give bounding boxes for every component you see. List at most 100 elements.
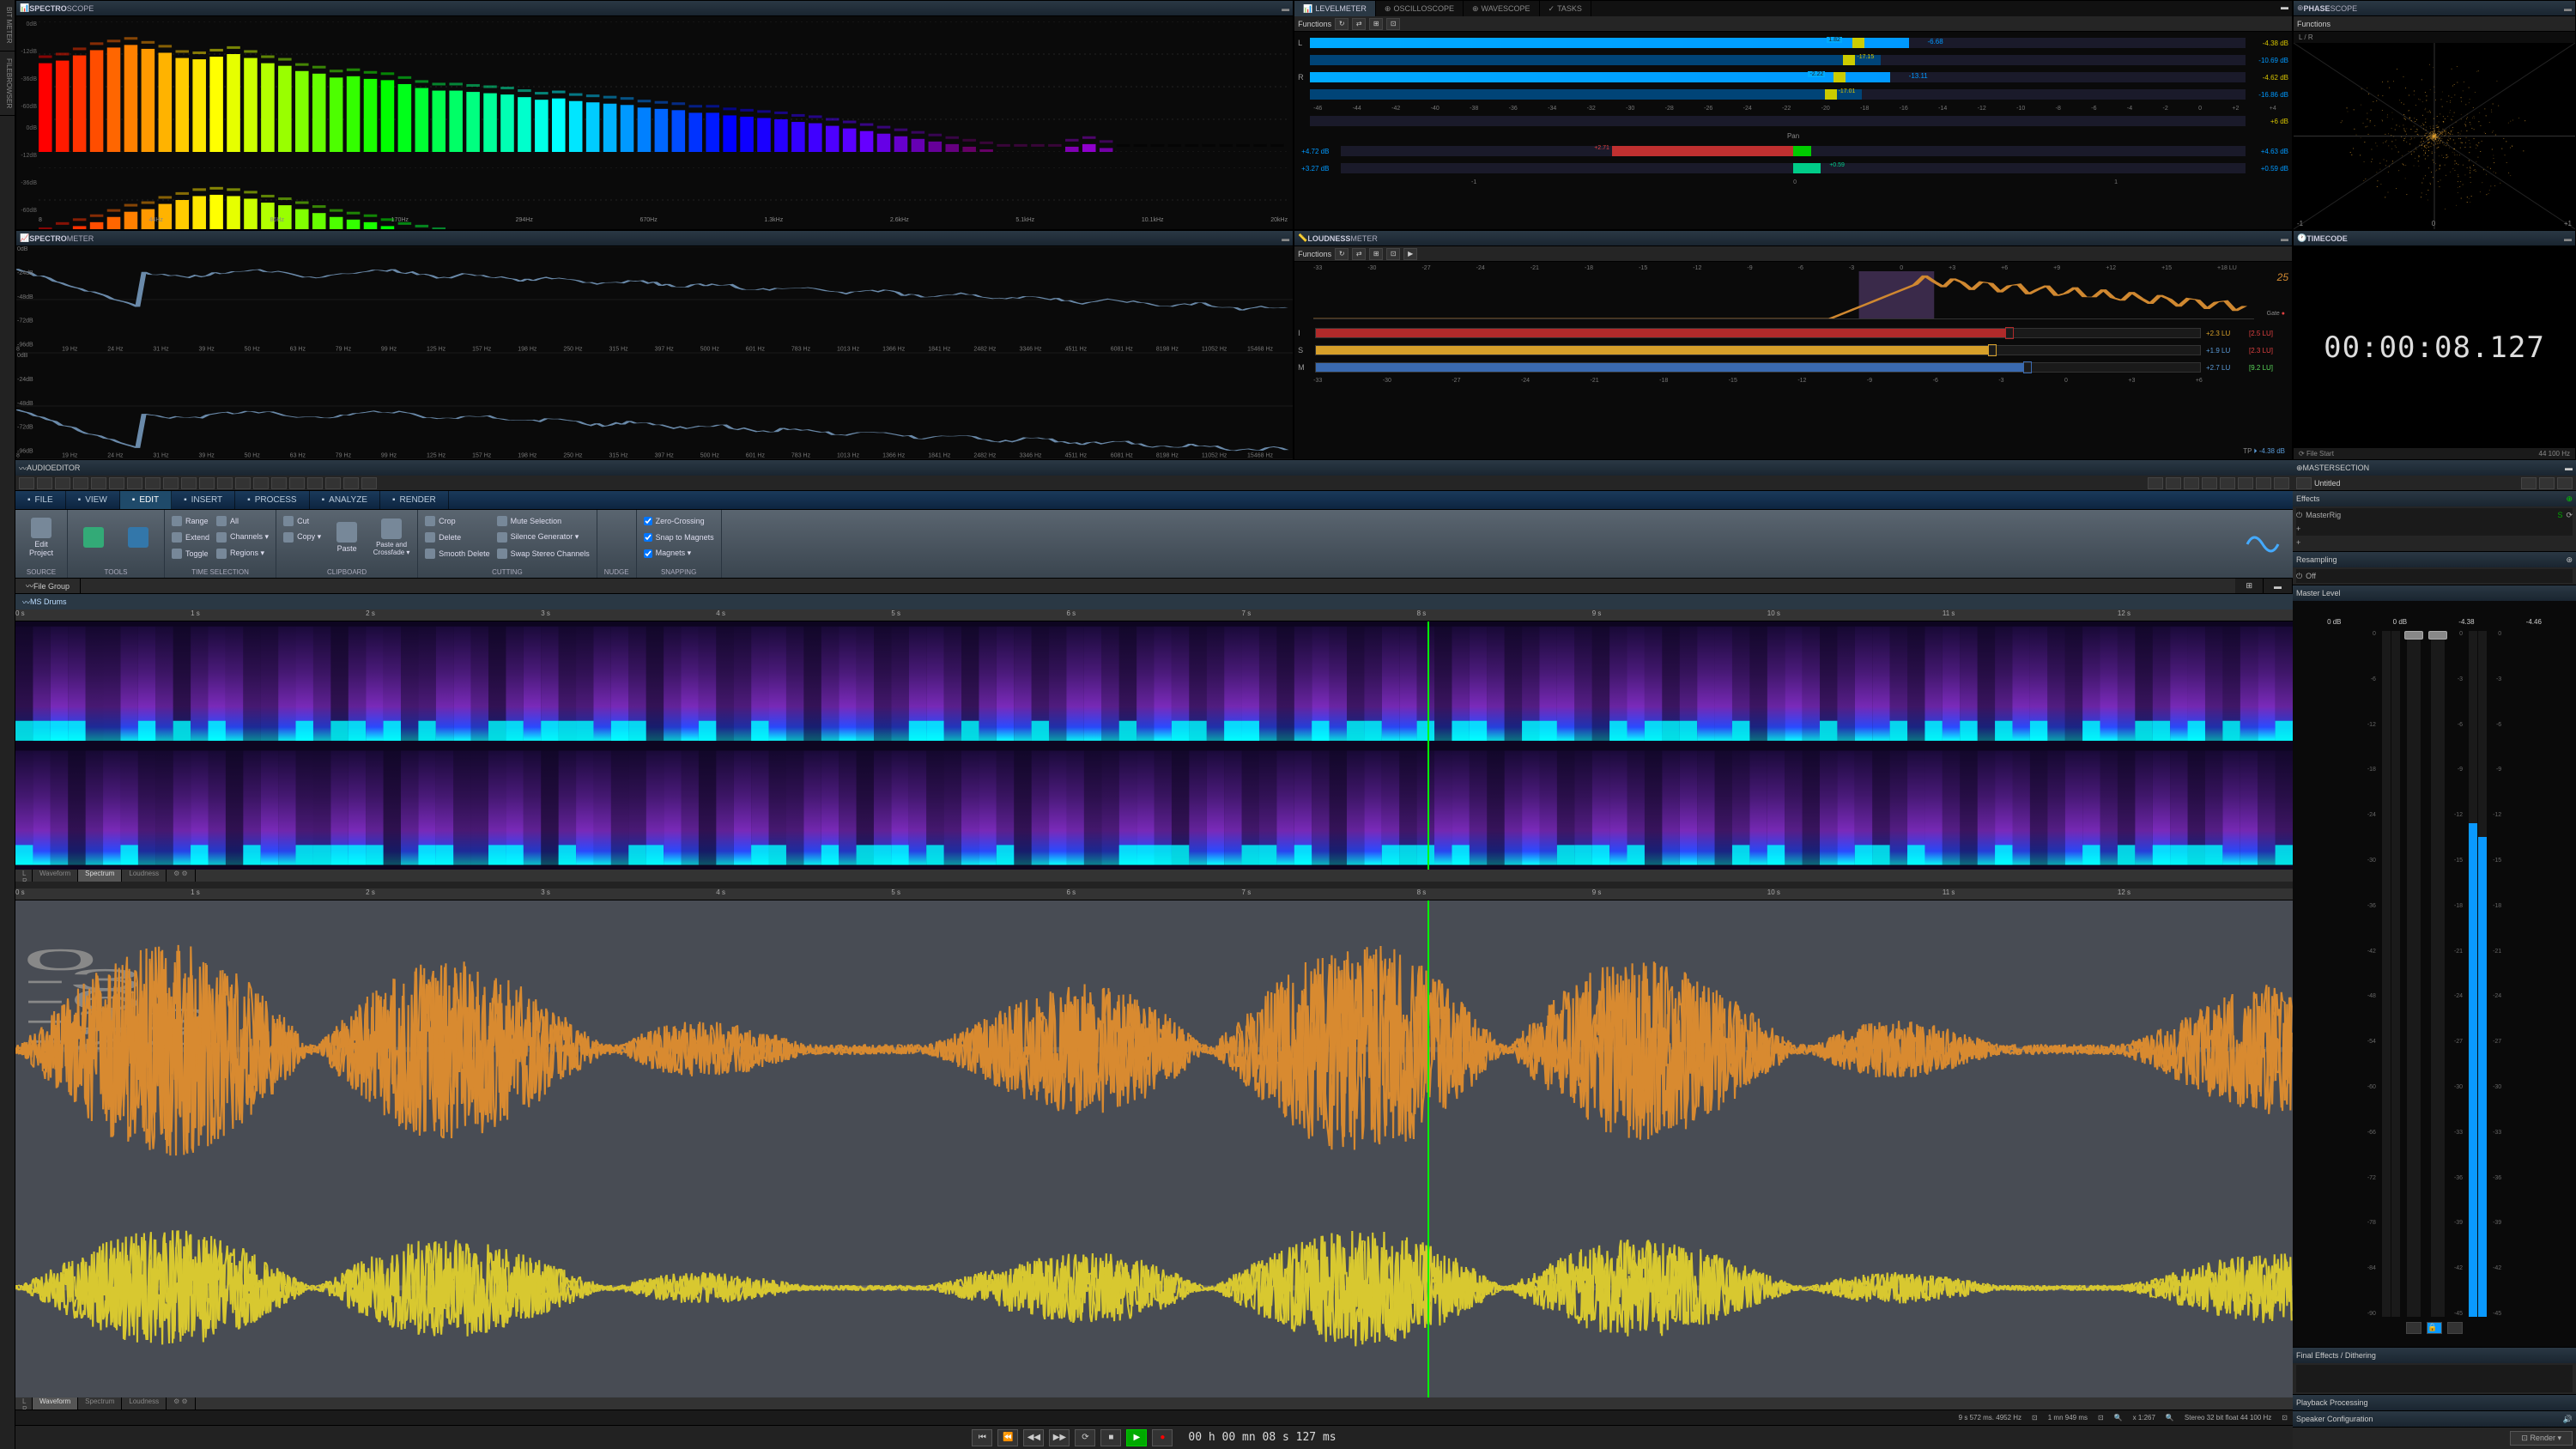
collapse-icon[interactable]: ▬ <box>1282 4 1289 13</box>
viewtab-Loudness[interactable]: Loudness <box>122 870 167 882</box>
ts-All[interactable]: All <box>216 513 269 528</box>
toolbar-btn-3[interactable] <box>73 477 88 489</box>
cut-Crop[interactable]: Crop <box>425 513 490 528</box>
tool-1[interactable] <box>75 513 112 561</box>
spectrogram-view[interactable] <box>15 621 2293 870</box>
fn-btn-5[interactable]: ▶ <box>1403 248 1417 260</box>
render-button[interactable]: ⊡ Render ▾ <box>2510 1431 2573 1446</box>
fn-btn-4[interactable]: ⊡ <box>1386 18 1400 30</box>
plugin-add[interactable]: + <box>2296 524 2300 533</box>
toolbar-btn-1[interactable] <box>37 477 52 489</box>
settings-button[interactable] <box>2447 1322 2463 1334</box>
transport-btn-1[interactable]: ⏪ <box>997 1429 1018 1446</box>
functions-label[interactable]: Functions <box>1298 20 1331 28</box>
viewtab-Waveform[interactable]: Waveform <box>33 1397 78 1410</box>
cut-Mute Selection[interactable]: Mute Selection <box>497 513 590 528</box>
snap-Magnets ▾[interactable]: Magnets ▾ <box>644 546 714 561</box>
status-btn[interactable]: ⊡ <box>2098 1414 2104 1422</box>
snap-Zero-Crossing[interactable]: Zero-Crossing <box>644 513 714 528</box>
toolbar-btn-9[interactable] <box>181 477 197 489</box>
tab-process[interactable]: ▪PROCESS <box>235 491 309 509</box>
viewtab-Spectrum[interactable]: Spectrum <box>78 1397 122 1410</box>
copy-button[interactable]: Copy ▾ <box>283 530 321 544</box>
waveform-view[interactable]: -24-12-6-30 <box>15 900 2293 1397</box>
tool-2[interactable] <box>119 513 157 561</box>
toolbar-btn-r6[interactable] <box>2256 477 2271 489</box>
file-group-tab[interactable]: 〰 File Group <box>15 579 81 593</box>
fn-btn-3[interactable]: ⊞ <box>1369 248 1383 260</box>
fn-btn-2[interactable]: ⇄ <box>1352 248 1366 260</box>
collapse-icon[interactable]: ▬ <box>2277 1 2292 16</box>
toolbar-btn-19[interactable] <box>361 477 377 489</box>
viewtab-Loudness[interactable]: Loudness <box>122 1397 167 1410</box>
cut-button[interactable]: Cut <box>283 513 321 528</box>
transport-btn-5[interactable]: ■ <box>1100 1429 1121 1446</box>
toolbar-btn-13[interactable] <box>253 477 269 489</box>
tab-wavescope[interactable]: ⊕WAVESCOPE <box>1464 1 1540 16</box>
tab-file[interactable]: ▪FILE <box>15 491 66 509</box>
fn-btn-4[interactable]: ⊡ <box>1386 248 1400 260</box>
tab-levelmeter[interactable]: 📊LEVELMETER <box>1294 1 1376 16</box>
ts-Channels ▾[interactable]: Channels ▾ <box>216 530 269 544</box>
toolbar-btn-r3[interactable] <box>2202 477 2217 489</box>
snap-Snap to Magnets[interactable]: Snap to Magnets <box>644 530 714 544</box>
plugin-name[interactable]: MasterRig <box>2306 511 2554 519</box>
file-tab-grid[interactable]: ⊞ <box>2235 579 2264 593</box>
transport-btn-3[interactable]: ▶▶ <box>1049 1429 1070 1446</box>
transport-btn-0[interactable]: ⏮ <box>972 1429 992 1446</box>
plugin-power[interactable]: ⏻ <box>2296 511 2302 520</box>
preset-name[interactable]: Untitled <box>2314 479 2518 488</box>
plugin-add-2[interactable]: + <box>2296 538 2300 547</box>
ts-Toggle[interactable]: Toggle <box>172 546 209 561</box>
file-tab-active[interactable]: 〰 MS Drums <box>15 594 2293 609</box>
master-fader-l[interactable] <box>2407 631 2421 1317</box>
collapse-icon[interactable]: ▬ <box>2564 4 2572 13</box>
toolbar-btn-r7[interactable] <box>2274 477 2289 489</box>
preset-btn-1[interactable] <box>2521 477 2537 489</box>
viewtab-settings[interactable]: ⚙ ⚙ <box>167 870 196 882</box>
toolbar-btn-2[interactable] <box>55 477 70 489</box>
speaker-icon[interactable]: 🔊 <box>2563 1415 2573 1424</box>
lock-button[interactable]: 🔒 <box>2427 1322 2442 1334</box>
tab-edit[interactable]: ▪EDIT <box>120 491 172 509</box>
transport-btn-4[interactable]: ⟳ <box>1075 1429 1095 1446</box>
status-btn[interactable]: ⊡ <box>2282 1414 2288 1422</box>
sidebar-tab-bitmeter[interactable]: BIT METER <box>0 0 15 52</box>
toolbar-btn-r4[interactable] <box>2220 477 2235 489</box>
ts-Range[interactable]: Range <box>172 513 209 528</box>
toolbar-btn-r0[interactable] <box>2148 477 2163 489</box>
cut-Delete[interactable]: Delete <box>425 530 490 544</box>
fn-btn-1[interactable]: ↻ <box>1335 248 1349 260</box>
resampling-icon[interactable]: ⊛ <box>2566 555 2573 565</box>
cut-Swap Stereo Channels[interactable]: Swap Stereo Channels <box>497 546 590 561</box>
tab-render[interactable]: ▪RENDER <box>380 491 449 509</box>
toolbar-btn-17[interactable] <box>325 477 341 489</box>
toolbar-btn-4[interactable] <box>91 477 106 489</box>
transport-btn-2[interactable]: ◀◀ <box>1023 1429 1044 1446</box>
paste-button[interactable]: Paste <box>328 513 366 561</box>
edit-project-button[interactable]: EditProject <box>22 513 60 561</box>
master-fader-r[interactable] <box>2431 631 2445 1317</box>
power-button[interactable] <box>2296 477 2312 489</box>
tab-oscilloscope[interactable]: ⊕OSCILLOSCOPE <box>1376 1 1464 16</box>
toolbar-btn-12[interactable] <box>235 477 251 489</box>
functions-label[interactable]: Functions <box>2297 20 2331 28</box>
toolbar-btn-10[interactable] <box>199 477 215 489</box>
effects-add-icon[interactable]: ⊕ <box>2566 494 2573 504</box>
collapse-icon[interactable]: ▬ <box>2564 234 2572 243</box>
viewtab-Spectrum[interactable]: Spectrum <box>78 870 122 882</box>
tab-analyze[interactable]: ▪ANALYZE <box>310 491 380 509</box>
zoom-out[interactable]: 🔍 <box>2114 1414 2123 1422</box>
viewtab-settings[interactable]: ⚙ ⚙ <box>167 1397 196 1410</box>
toolbar-btn-6[interactable] <box>127 477 142 489</box>
toolbar-btn-18[interactable] <box>343 477 359 489</box>
collapse-icon[interactable]: ▬ <box>2565 464 2573 472</box>
toolbar-btn-11[interactable] <box>217 477 233 489</box>
toolbar-btn-r2[interactable] <box>2184 477 2199 489</box>
tab-tasks[interactable]: ✓TASKS <box>1540 1 1591 16</box>
paste-crossfade-button[interactable]: Paste andCrossfade ▾ <box>373 513 410 561</box>
cut-Smooth Delete[interactable]: Smooth Delete <box>425 546 490 561</box>
transport-btn-7[interactable]: ● <box>1152 1429 1173 1446</box>
tab-insert[interactable]: ▪INSERT <box>172 491 235 509</box>
resampling-power[interactable]: ⏻ <box>2296 572 2302 581</box>
